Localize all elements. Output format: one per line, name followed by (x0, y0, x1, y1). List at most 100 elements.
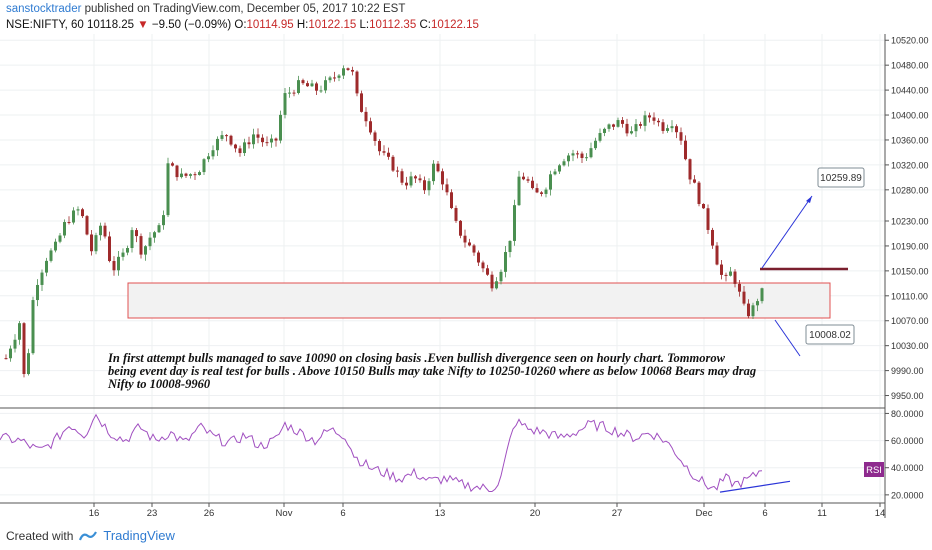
target-down-line[interactable] (774, 319, 801, 357)
tradingview-logo-icon (79, 530, 98, 540)
author-link[interactable]: sanstocktrader (6, 3, 82, 15)
callout-upper[interactable]: 10259.89 (817, 167, 865, 188)
candle-body (238, 148, 242, 154)
candle-body (414, 176, 417, 179)
candle-body (423, 180, 426, 191)
candle-body (369, 121, 372, 133)
rsi-tick-label: 80.0000 (891, 409, 924, 419)
price-tick-label: 10360.00 (891, 135, 929, 145)
candle-body (571, 153, 575, 156)
candle-body (720, 264, 723, 275)
close-value: 10122.15 (430, 19, 479, 31)
candle-body (360, 93, 363, 112)
annotation-line-2: being event day is real test for bulls .… (108, 364, 756, 378)
price-tick-label: 10150.00 (891, 266, 929, 276)
time-tick-label: 20 (530, 508, 541, 519)
candle-body (252, 134, 255, 145)
candle-body (103, 225, 107, 237)
candle-body (49, 250, 53, 261)
symbol-label[interactable]: NSE:NIFTY, 60 (6, 19, 84, 31)
price-axis: 10520.00 10480.00 10440.00 10400.00 10360.00… (885, 36, 929, 401)
candle-body (67, 222, 71, 224)
candle-body (738, 283, 741, 292)
candle-body (162, 215, 165, 226)
candle-body (468, 242, 471, 246)
candle-body (535, 188, 539, 193)
candle-body (135, 230, 138, 237)
candle-body (733, 271, 737, 284)
candle-body (139, 236, 143, 255)
candle-body (409, 176, 413, 186)
time-axis: 16 23 26 Nov 6 13 20 27 Dec 6 11 14 (89, 503, 886, 519)
time-tick-label: 14 (875, 508, 886, 519)
candle-body (580, 153, 584, 158)
candle-body (598, 133, 602, 141)
tradingview-link[interactable]: TradingView (103, 528, 175, 543)
close-label: C: (419, 19, 431, 31)
candle-body (220, 135, 224, 139)
last-price: 10118.25 (86, 19, 135, 31)
candle-body (549, 174, 552, 190)
candle-body (342, 68, 345, 76)
candle-body (625, 123, 629, 134)
rsi-tick-label: 40.0000 (891, 463, 924, 473)
rsi-line[interactable] (0, 413, 763, 493)
annotation-text[interactable]: In first attempt bulls managed to save 1… (107, 351, 756, 391)
candle-body (45, 260, 48, 273)
candle-body (351, 69, 354, 72)
candle-body (576, 153, 579, 155)
candle-body (495, 281, 498, 289)
candle-body (270, 138, 273, 143)
candle-body (522, 176, 525, 180)
candle-body (247, 142, 251, 145)
candle-body (337, 75, 341, 78)
candle-body (373, 132, 377, 141)
time-tick-label: Dec (696, 508, 713, 519)
time-tick-label: 6 (340, 508, 345, 519)
price-tick-label: 10520.00 (891, 36, 929, 46)
candle-body (603, 128, 606, 134)
low-label: L: (359, 19, 370, 31)
candle-body (306, 83, 309, 87)
candle-body (679, 132, 683, 141)
candle-body (553, 171, 557, 175)
low-value: 10112.35 (369, 19, 417, 31)
callout-lower[interactable]: 10008.02 (805, 324, 855, 345)
candle-body (544, 189, 548, 194)
candle-body (202, 159, 206, 173)
candle-body (157, 225, 161, 233)
candle-body (9, 348, 12, 359)
candle-body (445, 184, 449, 193)
rsi-tick-label: 20.0000 (891, 490, 924, 500)
target-up-arrowhead (806, 196, 812, 203)
candle-body (427, 181, 431, 191)
candle-body (472, 245, 476, 253)
price-tick-label: 10030.00 (891, 341, 929, 351)
candle-body (378, 140, 381, 152)
candle-body (702, 203, 705, 209)
candle-body (225, 135, 228, 137)
candle-body (148, 237, 152, 247)
candle-body (180, 173, 183, 178)
target-up-line[interactable] (761, 195, 813, 269)
candle-body (288, 92, 291, 94)
down-arrow-icon: ▼ (137, 19, 149, 31)
time-tick-label: 6 (762, 508, 767, 519)
open-value: 10114.95 (246, 19, 294, 31)
time-tick-label: 26 (204, 508, 215, 519)
divergence-line[interactable] (719, 480, 791, 493)
candle-body (229, 135, 233, 145)
candle-body (364, 111, 368, 122)
support-zone[interactable] (127, 282, 831, 319)
candle-body (477, 252, 480, 263)
price-change: −9.50 (−0.09%) (151, 19, 232, 31)
candle-body (310, 83, 314, 87)
candle-body (216, 138, 219, 151)
candle-body (301, 80, 305, 84)
candle-body (540, 192, 543, 194)
candle-body (742, 291, 746, 304)
candle-body (94, 235, 98, 252)
candle-body (144, 246, 147, 255)
callout-lower-text: 10008.02 (809, 330, 851, 341)
